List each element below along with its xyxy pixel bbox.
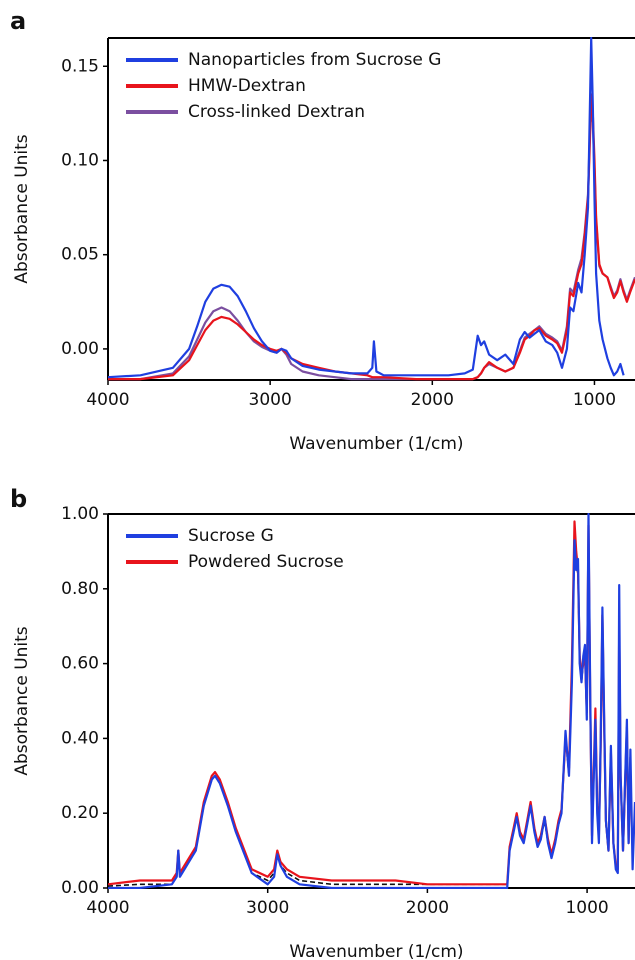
series-line	[108, 528, 632, 887]
x-tick-label: 3000	[249, 390, 292, 410]
y-tick-label: 0.10	[61, 150, 99, 170]
y-tick-label: 0.05	[61, 245, 99, 265]
x-axis-title: Wavenumber (1/cm)	[289, 434, 463, 454]
legend-label: Powdered Sucrose	[188, 552, 344, 572]
y-tick-label: 1.00	[61, 504, 99, 524]
y-tick-label: 0.20	[61, 803, 99, 823]
y-tick-label: 0.40	[61, 728, 99, 748]
y-tick-label: 0.15	[61, 56, 99, 76]
x-tick-label: 1000	[565, 898, 608, 918]
legend-label: Sucrose G	[188, 526, 274, 546]
y-tick-label: 0.00	[61, 339, 99, 359]
x-tick-label: 2000	[406, 898, 449, 918]
x-tick-label: 1000	[573, 390, 616, 410]
series-line	[108, 93, 635, 381]
x-tick-label: 4000	[86, 898, 129, 918]
y-tick-label: 0.80	[61, 579, 99, 599]
legend-label: Cross-linked Dextran	[188, 102, 365, 122]
x-tick-label: 3000	[246, 898, 289, 918]
y-tick-label: 0.00	[61, 878, 99, 898]
series-line	[108, 102, 635, 381]
y-tick-label: 0.60	[61, 654, 99, 674]
series-line	[108, 37, 625, 379]
panel-label: a	[10, 7, 26, 35]
x-tick-label: 4000	[86, 390, 129, 410]
y-axis-title: Absorbance Units	[12, 626, 32, 775]
legend-label: Nanoparticles from Sucrose G	[188, 50, 441, 70]
legend-label: HMW-Dextran	[188, 76, 306, 96]
panel: a 0.00 0.05 0.10 0.15 4000 3000 2000 1000 Wavenum…	[10, 7, 635, 454]
panel: b 0.00 0.20 0.40 0.60 0.80 1.00 4000 3000 2000 100…	[10, 485, 635, 960]
x-axis-title: Wavenumber (1/cm)	[289, 942, 463, 960]
series-line	[108, 520, 632, 886]
series-line	[108, 513, 635, 889]
panel-label: b	[10, 485, 27, 513]
x-tick-label: 2000	[411, 390, 454, 410]
y-axis-title: Absorbance Units	[12, 134, 32, 283]
